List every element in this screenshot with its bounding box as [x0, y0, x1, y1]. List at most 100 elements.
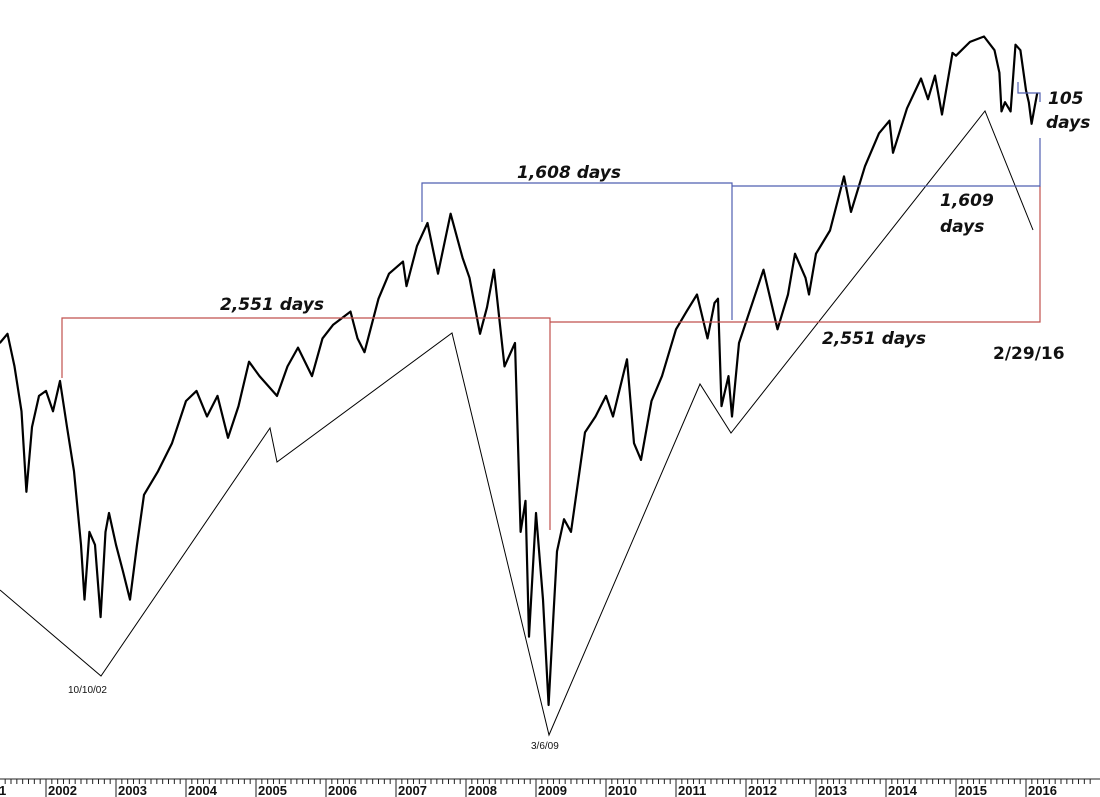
price-point — [321, 337, 324, 340]
price-point — [1019, 49, 1022, 51]
price-point — [941, 113, 943, 116]
x-tick-label: 2013 — [818, 783, 847, 797]
price-point — [276, 395, 278, 397]
price-point — [696, 293, 698, 296]
x-tick-label: 1 — [0, 783, 6, 797]
price-point — [983, 35, 985, 38]
price-point — [171, 442, 173, 445]
red-bracket-right — [550, 186, 1041, 323]
x-tick-label: 2012 — [748, 783, 777, 797]
day-count-brackets — [61, 82, 1041, 530]
price-point — [185, 400, 187, 402]
price-point — [794, 252, 796, 255]
price-point — [25, 490, 28, 493]
price-point — [998, 71, 1001, 74]
price-point — [377, 297, 380, 300]
price-point — [1025, 89, 1027, 92]
x-tick-label: 2009 — [538, 783, 567, 797]
price-point — [88, 531, 91, 533]
price-point — [547, 704, 550, 706]
price-point — [675, 328, 677, 331]
price-point — [402, 260, 404, 263]
label-2551-days-left: 2,551 days — [220, 295, 324, 315]
price-point — [731, 415, 733, 418]
cycle-zigzag — [0, 110, 1034, 737]
price-point — [951, 52, 954, 54]
price-point — [640, 459, 642, 461]
price-point — [535, 512, 537, 514]
x-tick-label: 2004 — [188, 783, 218, 797]
price-point — [80, 543, 82, 546]
price-line — [0, 35, 1039, 707]
price-point — [727, 375, 730, 377]
price-point — [514, 342, 516, 344]
price-point — [206, 415, 208, 418]
price-point — [927, 98, 929, 100]
label-1609-days: days — [940, 217, 984, 237]
x-tick-label: 2003 — [118, 783, 147, 797]
red-bracket-left — [61, 317, 551, 530]
price-point — [52, 410, 54, 413]
price-point — [1000, 110, 1003, 113]
price-point — [878, 132, 880, 135]
x-tick-label: 2011 — [678, 783, 706, 797]
price-point — [479, 333, 481, 335]
label-105-days: days — [1046, 113, 1090, 133]
blue-bracket-right — [732, 138, 1041, 187]
x-tick-label: 2006 — [328, 783, 357, 797]
blue-bracket-left — [421, 182, 733, 320]
price-point — [717, 297, 719, 300]
label-low-2009: 3/6/09 — [531, 741, 559, 752]
price-point — [804, 277, 807, 279]
x-tick-label: 2010 — [608, 783, 637, 797]
price-point — [713, 302, 716, 304]
price-point — [237, 405, 240, 407]
price-point — [13, 365, 16, 368]
price-point — [570, 531, 572, 533]
price-point — [626, 358, 628, 361]
price-point — [906, 107, 908, 110]
price-point — [227, 436, 229, 439]
price-point — [115, 543, 117, 546]
price-point — [706, 337, 709, 340]
price-point — [104, 531, 107, 533]
price-point — [993, 49, 996, 51]
price-point — [650, 400, 653, 402]
price-point — [0, 342, 1, 344]
price-point — [955, 54, 957, 57]
label-2551-days-right: 2,551 days — [822, 329, 926, 349]
price-point — [503, 365, 506, 368]
price-point — [556, 550, 558, 553]
price-point — [1004, 101, 1006, 104]
price-point — [388, 272, 390, 275]
price-point — [605, 395, 607, 397]
price-point — [38, 395, 40, 397]
price-point — [195, 390, 198, 392]
price-point — [286, 365, 289, 368]
price-point — [787, 293, 789, 296]
price-point — [143, 493, 145, 496]
x-tick-label: 2008 — [468, 783, 497, 797]
label-low-2002: 10/10/02 — [68, 685, 107, 696]
price-point — [1014, 43, 1017, 46]
price-point — [416, 245, 418, 247]
price-point — [892, 151, 894, 154]
price-point — [829, 229, 831, 232]
price-point — [437, 272, 439, 275]
price-point — [661, 375, 663, 377]
price-point — [776, 328, 779, 331]
price-point — [888, 119, 891, 122]
price-point — [748, 310, 751, 313]
x-tick-label: 2015 — [958, 783, 987, 797]
price-point — [519, 531, 522, 533]
price-point — [486, 306, 488, 309]
price-point — [349, 310, 352, 313]
price-point — [542, 598, 544, 601]
price-point — [969, 41, 971, 43]
price-point — [405, 285, 408, 287]
price-point — [356, 337, 359, 340]
price-point — [934, 74, 936, 77]
price-point — [157, 470, 159, 473]
price-point — [66, 426, 68, 428]
